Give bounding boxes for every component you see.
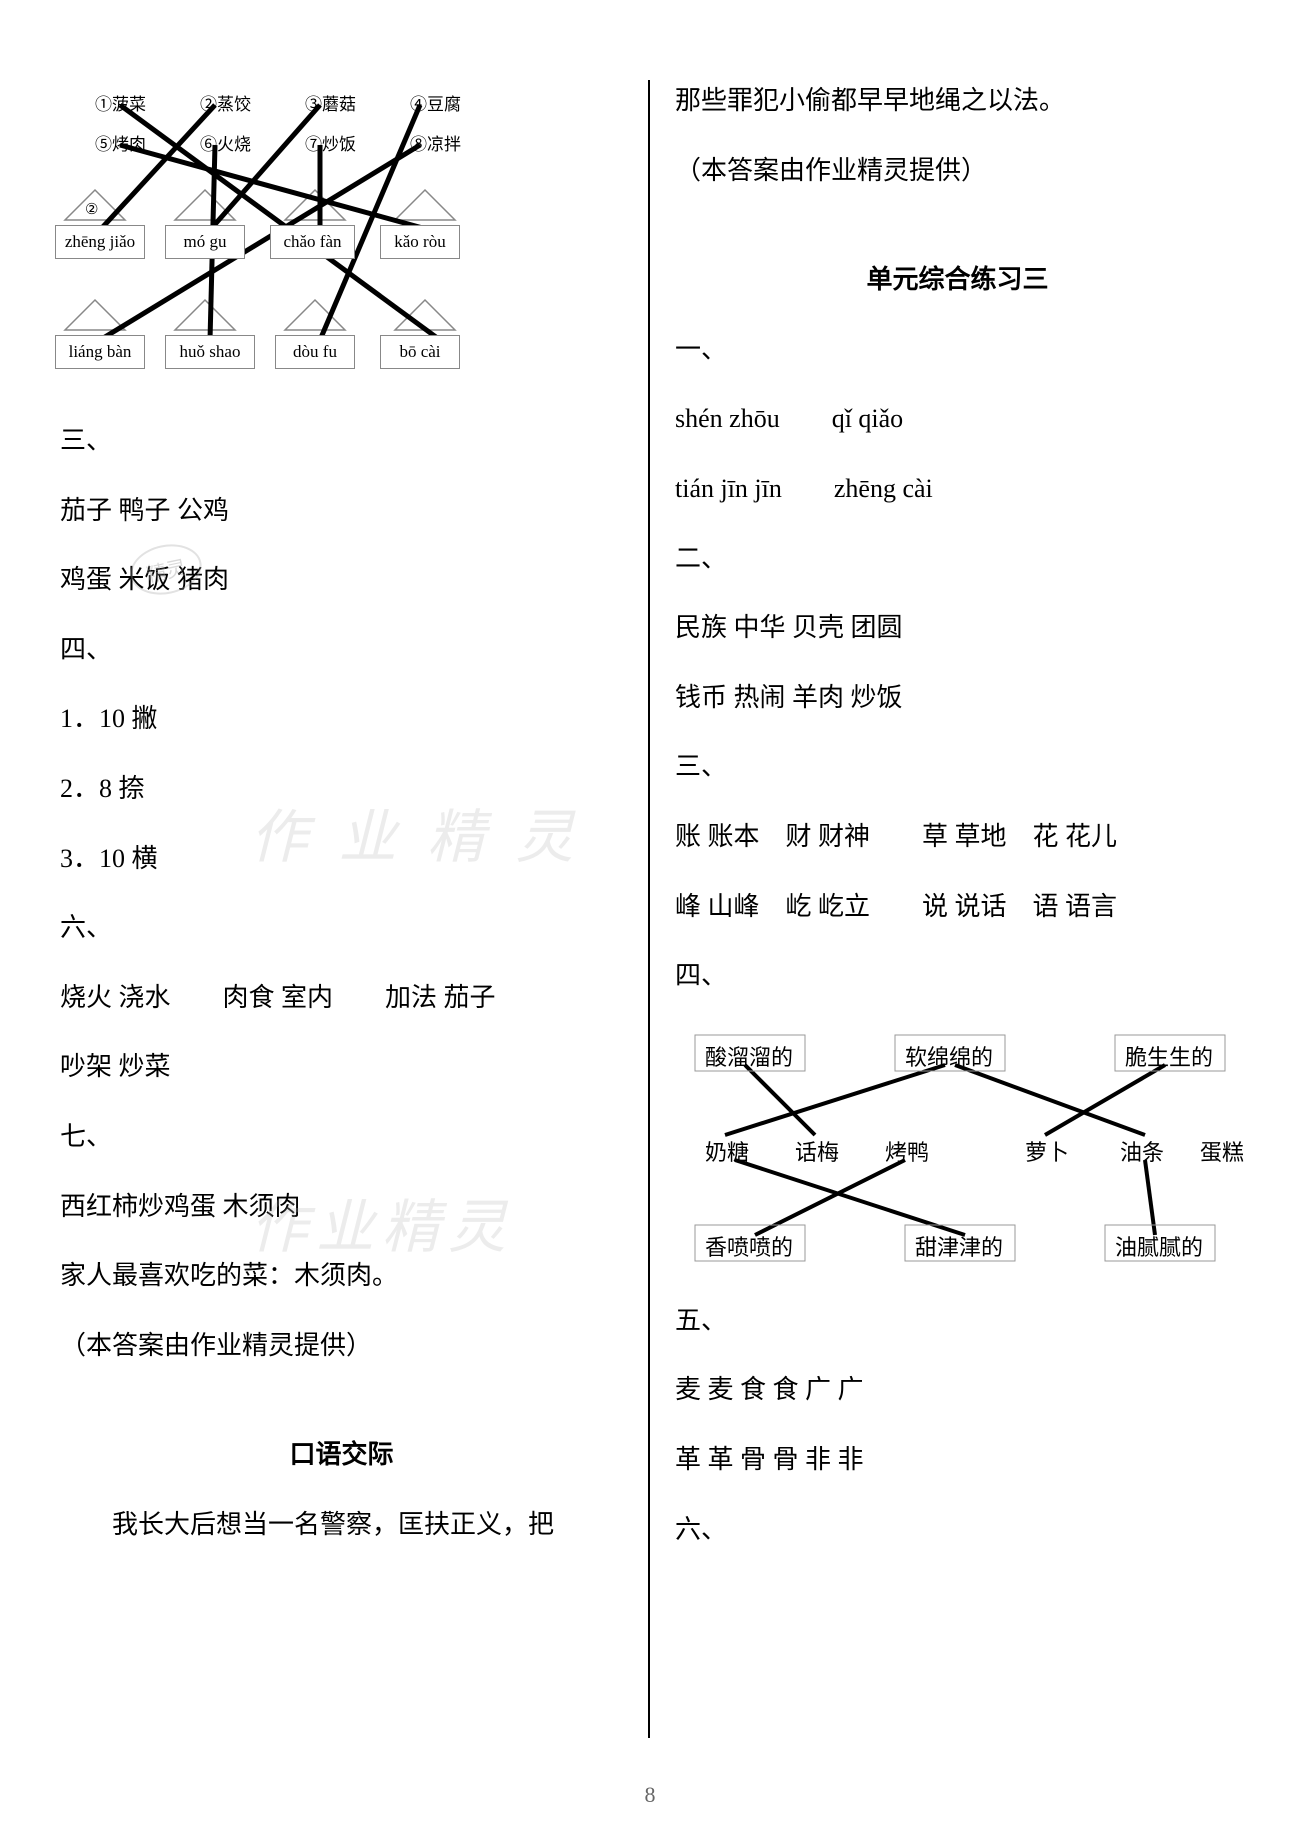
d2-top-2: 软绵绵的 bbox=[905, 1040, 993, 1072]
d1-p3: chǎo fàn bbox=[270, 225, 355, 259]
left-sec6-line1: 烧火 浇水 肉食 室内 加法 茄子 bbox=[60, 977, 623, 1019]
right-sec2-line2: 钱币 热闹 羊肉 炒饭 bbox=[675, 677, 1240, 719]
d1-top-4: ④豆腐 bbox=[410, 90, 461, 115]
d1-mid-4: ⑧凉拌 bbox=[410, 130, 461, 155]
right-sec5-line1: 麦 麦 食 食 广 广 bbox=[675, 1369, 1240, 1411]
d1-triangle-num: ② bbox=[85, 200, 98, 219]
right-sec1-label: 一、 bbox=[675, 329, 1240, 371]
d2-mid-4: 萝卜 bbox=[1025, 1135, 1069, 1167]
d1-top-2: ②蒸饺 bbox=[200, 90, 251, 115]
d2-top-3: 脆生生的 bbox=[1125, 1040, 1213, 1072]
d1-p7: dòu fu bbox=[275, 335, 355, 369]
right-sec2-line1: 民族 中华 贝壳 团圆 bbox=[675, 607, 1240, 649]
d1-mid-2: ⑥火烧 bbox=[200, 130, 251, 155]
right-sec3-line2: 峰 山峰 屹 屹立 说 说话 语 语言 bbox=[675, 886, 1240, 928]
left-sec7-line1: 西红柿炒鸡蛋 木须肉 bbox=[60, 1186, 623, 1228]
right-sec6-label: 六、 bbox=[675, 1509, 1240, 1551]
left-sec4-item3: 3．10 横 bbox=[60, 838, 623, 880]
right-column: 那些罪犯小偷都早早地绳之以法。 （本答案由作业精灵提供） 单元综合练习三 一、 … bbox=[650, 80, 1240, 1738]
right-cont1: 那些罪犯小偷都早早地绳之以法。 bbox=[675, 80, 1240, 122]
left-sec4-item2: 2．8 捺 bbox=[60, 768, 623, 810]
left-sec3-line2: 鸡蛋 米饭 猪肉 bbox=[60, 559, 623, 601]
d1-top-1: ①菠菜 bbox=[95, 90, 146, 115]
right-sec3-label: 三、 bbox=[675, 746, 1240, 788]
d2-bot-1: 香喷喷的 bbox=[705, 1230, 793, 1262]
koujiao-text: 我长大后想当一名警察，匡扶正义，把 bbox=[60, 1504, 623, 1546]
d2-mid-5: 油条 bbox=[1120, 1135, 1164, 1167]
right-sec4-label: 四、 bbox=[675, 955, 1240, 997]
d1-p5: liáng bàn bbox=[55, 335, 145, 369]
right-sec1-line1: shén zhōu qǐ qiǎo bbox=[675, 398, 1240, 440]
right-credit: （本答案由作业精灵提供） bbox=[675, 150, 1240, 192]
d1-p6: huǒ shao bbox=[165, 335, 255, 369]
d1-mid-3: ⑦炒饭 bbox=[305, 130, 356, 155]
d1-top-3: ③蘑菇 bbox=[305, 90, 356, 115]
d1-p4: kǎo ròu bbox=[380, 225, 460, 259]
d1-p2: mó gu bbox=[165, 225, 245, 259]
d2-bot-3: 油腻腻的 bbox=[1115, 1230, 1203, 1262]
left-sec3-label: 三、 bbox=[60, 420, 623, 462]
d2-top-1: 酸溜溜的 bbox=[705, 1040, 793, 1072]
koujiao-title: 口语交际 bbox=[60, 1434, 623, 1476]
d1-p1: zhēng jiǎo bbox=[55, 225, 145, 259]
two-column-layout: ①菠菜 ②蒸饺 ③蘑菇 ④豆腐 ⑤烤肉 ⑥火烧 ⑦炒饭 ⑧凉拌 ② zhēng … bbox=[60, 80, 1240, 1738]
left-sec7-line2: 家人最喜欢吃的菜：木须肉。 bbox=[60, 1255, 623, 1297]
unit-title: 单元综合练习三 bbox=[675, 259, 1240, 301]
right-sec1-line2: tián jīn jīn zhēng cài bbox=[675, 468, 1240, 510]
left-sec3-line1: 茄子 鸭子 公鸡 bbox=[60, 490, 623, 532]
right-sec5-line2: 革 革 骨 骨 非 非 bbox=[675, 1439, 1240, 1481]
left-column: ①菠菜 ②蒸饺 ③蘑菇 ④豆腐 ⑤烤肉 ⑥火烧 ⑦炒饭 ⑧凉拌 ② zhēng … bbox=[60, 80, 648, 1738]
matching-diagram-1: ①菠菜 ②蒸饺 ③蘑菇 ④豆腐 ⑤烤肉 ⑥火烧 ⑦炒饭 ⑧凉拌 ② zhēng … bbox=[60, 80, 490, 400]
left-credit: （本答案由作业精灵提供） bbox=[60, 1325, 623, 1367]
d2-mid-1: 奶糖 bbox=[705, 1135, 749, 1167]
page-number: 8 bbox=[0, 1782, 1300, 1808]
matching-diagram-2: 酸溜溜的 软绵绵的 脆生生的 奶糖 话梅 烤鸭 萝卜 油条 蛋糕 香喷喷的 甜津… bbox=[675, 1025, 1245, 1285]
left-sec6-line2: 吵架 炒菜 bbox=[60, 1046, 623, 1088]
left-sec4-item1: 1．10 撇 bbox=[60, 698, 623, 740]
right-sec2-label: 二、 bbox=[675, 538, 1240, 580]
left-sec4-label: 四、 bbox=[60, 629, 623, 671]
d2-mid-3: 烤鸭 bbox=[885, 1135, 929, 1167]
d2-mid-2: 话梅 bbox=[795, 1135, 839, 1167]
d1-p8: bō cài bbox=[380, 335, 460, 369]
right-sec5-label: 五、 bbox=[675, 1300, 1240, 1342]
d2-bot-2: 甜津津的 bbox=[915, 1230, 1003, 1262]
left-sec6-label: 六、 bbox=[60, 907, 623, 949]
right-sec3-line1: 账 账本 财 财神 草 草地 花 花儿 bbox=[675, 816, 1240, 858]
left-sec7-label: 七、 bbox=[60, 1116, 623, 1158]
d1-mid-1: ⑤烤肉 bbox=[95, 130, 146, 155]
d2-mid-6: 蛋糕 bbox=[1200, 1135, 1244, 1167]
